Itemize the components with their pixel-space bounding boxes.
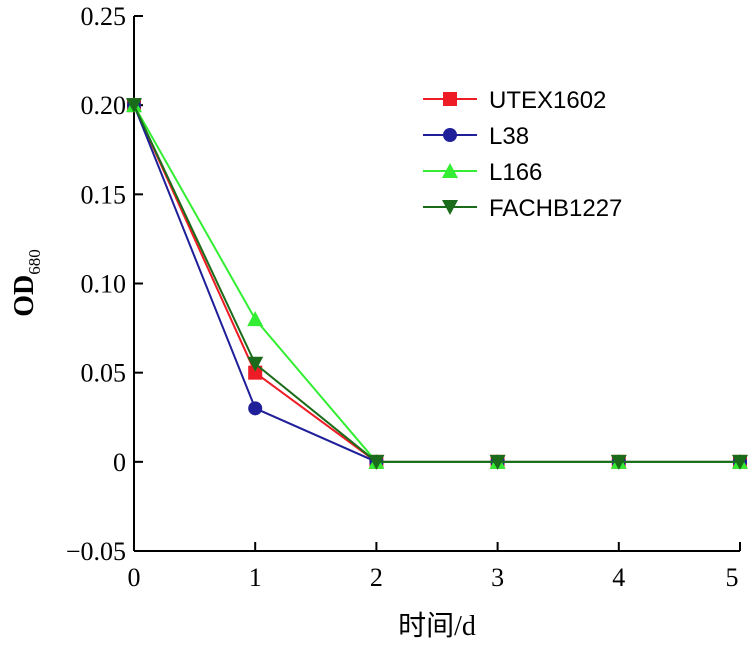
- legend-item: FACHB1227: [423, 195, 622, 222]
- y-tick-label: 0: [113, 448, 126, 477]
- legend-label: L38: [489, 123, 529, 150]
- x-tick-label: 1: [249, 563, 262, 592]
- x-ticks: 0 1 2 3 4 5: [128, 542, 741, 592]
- data-point: [732, 454, 748, 470]
- legend-label: UTEX1602: [489, 87, 606, 114]
- x-tick-label: 5: [726, 563, 739, 592]
- data-point: [247, 356, 264, 372]
- x-tick-label: 2: [370, 563, 383, 592]
- data-point: [126, 98, 142, 114]
- legend-label: FACHB1227: [489, 195, 622, 222]
- legend-marker: [443, 92, 457, 106]
- y-tick-label: 0.20: [81, 91, 127, 120]
- y-tick-label: 0.25: [81, 2, 127, 31]
- series-fachb1227: [126, 98, 748, 470]
- x-tick-label: 4: [612, 563, 625, 592]
- x-tick-label: 0: [128, 563, 141, 592]
- y-tick-label: −0.05: [66, 537, 126, 566]
- y-tick-label: 0.10: [81, 270, 127, 299]
- legend-item: L166: [423, 159, 542, 186]
- legend-item: UTEX1602: [423, 87, 606, 114]
- series-l166: [126, 97, 748, 469]
- data-point: [247, 311, 264, 327]
- data-point: [368, 454, 385, 470]
- series-utex1602: [127, 98, 747, 469]
- series-line: [133, 104, 740, 463]
- series-l38: [127, 98, 747, 469]
- legend: UTEX1602 L38 L166 FACHB1227: [423, 87, 622, 222]
- y-axis-title: OD680: [9, 249, 44, 317]
- legend-marker: [442, 163, 458, 178]
- legend-marker: [443, 128, 457, 142]
- series-line: [133, 104, 740, 463]
- axes: [133, 16, 740, 552]
- series-line: [133, 104, 740, 463]
- y-axis-title-main: OD: [9, 275, 40, 317]
- y-axis-title-subscript: 680: [25, 249, 44, 275]
- data-point: [489, 454, 506, 470]
- data-point: [248, 365, 263, 380]
- data-point: [610, 454, 627, 470]
- x-axis-title: 时间/d: [398, 610, 476, 642]
- y-tick-label: 0.15: [81, 180, 127, 209]
- legend-item: L38: [423, 123, 529, 150]
- series-layer: [126, 97, 748, 470]
- series-line: [133, 104, 740, 463]
- y-tick-label: 0.05: [81, 359, 127, 388]
- x-tick-label: 3: [491, 563, 504, 592]
- legend-label: L166: [489, 159, 542, 186]
- y-ticks: −0.05 0 0.05 0.10 0.15 0.20 0.25: [66, 2, 143, 566]
- data-point: [248, 401, 263, 416]
- svg-text:OD680: OD680: [9, 249, 44, 317]
- legend-marker: [442, 200, 458, 215]
